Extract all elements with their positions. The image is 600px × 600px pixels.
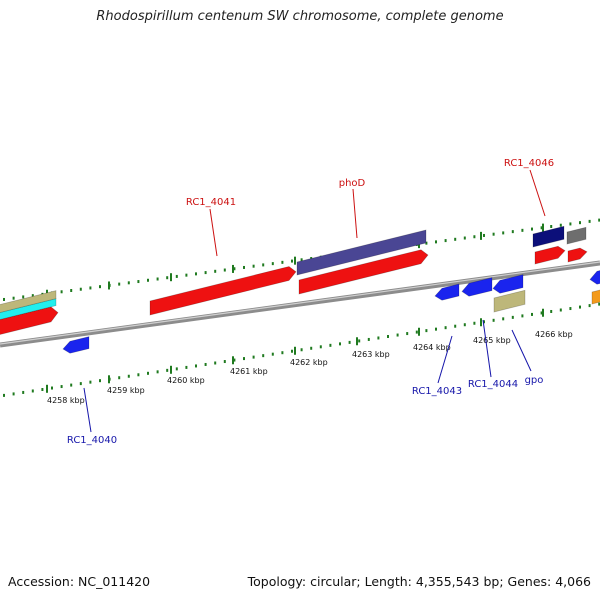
gene-rc1-4040-label: RC1_4040	[67, 435, 117, 446]
gene-rc1-4043-label: RC1_4043	[412, 386, 462, 397]
gene-rc1-4043	[434, 283, 460, 301]
gene-gpo-label: gpo	[525, 375, 544, 386]
gene-rc1-4046-label: RC1_4046	[504, 158, 554, 169]
gene-fwd-left-cyan	[0, 298, 57, 320]
gene-rev-blue-c	[492, 274, 524, 294]
gene-fwd-left-red	[0, 306, 59, 335]
gene-rc1-4046-leader	[529, 169, 546, 217]
gene-phod-label: phoD	[339, 178, 366, 189]
gene-gpo-leader	[511, 329, 532, 372]
gene-fwd-red-b	[567, 247, 588, 263]
gene-rc1-4041	[149, 266, 297, 316]
gene-rc1-4044-leader	[482, 319, 492, 378]
gene-gpo	[493, 289, 526, 313]
gene-fwd-gray	[566, 226, 587, 245]
ruler-label: 4265 kbp	[473, 336, 511, 345]
genome-stats-text: Topology: circular; Length: 4,355,543 bp…	[247, 574, 591, 589]
accession-text: Accession: NC_011420	[8, 574, 151, 589]
ruler-label: 4263 kbp	[352, 350, 390, 359]
gene-rev-orange-edge	[591, 289, 600, 305]
ruler-label: 4266 kbp	[535, 330, 573, 339]
ruler-label: 4260 kbp	[167, 376, 205, 385]
ruler-label: 4258 kbp	[47, 396, 85, 405]
gene-fwd-red-a	[534, 245, 566, 265]
gene-rc1-4044-label: RC1_4044	[468, 379, 518, 390]
gene-phod-leader	[352, 188, 358, 239]
ruler-label: 4262 kbp	[290, 358, 328, 367]
genome-backbone-highlight	[0, 261, 600, 345]
gene-phod-purple	[296, 229, 427, 276]
gene-rc1-4046-navy	[532, 225, 565, 248]
gene-fwd-left-khaki	[0, 290, 57, 313]
gene-rev-blue-edge	[589, 270, 600, 285]
ruler-label: 4264 kbp	[413, 343, 451, 352]
ruler-label: 4259 kbp	[107, 386, 145, 395]
gene-rc1-4041-leader	[209, 208, 218, 257]
ruler-label: 4261 kbp	[230, 367, 268, 376]
genome-backbone	[0, 260, 600, 348]
gene-rc1-4043-leader	[437, 335, 453, 384]
gene-rc1-4040-leader	[83, 387, 92, 433]
gene-phod	[298, 249, 429, 295]
map-title: Rhodospirillum centenum SW chromosome, c…	[96, 9, 504, 24]
gene-rc1-4040	[62, 336, 90, 354]
gene-rc1-4044	[461, 277, 493, 297]
gene-rc1-4041-label: RC1_4041	[186, 197, 236, 208]
